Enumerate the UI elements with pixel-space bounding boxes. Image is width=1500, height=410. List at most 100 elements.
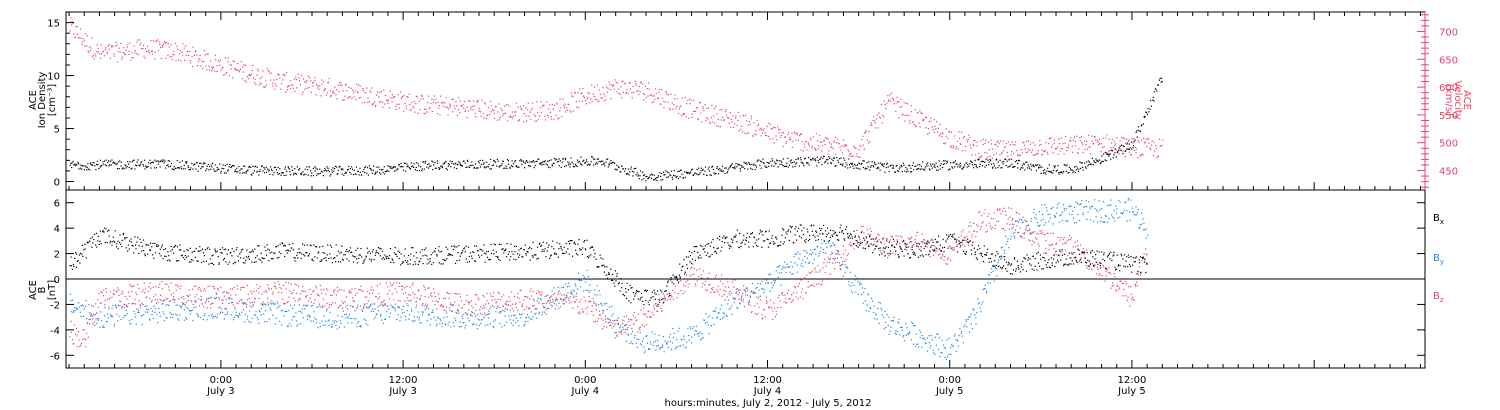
by-point	[449, 307, 451, 309]
by-point	[885, 321, 887, 323]
density-point	[1128, 143, 1130, 145]
velocity-point	[779, 136, 782, 138]
velocity-point	[1002, 140, 1004, 142]
density-point	[117, 161, 119, 163]
density-point	[187, 165, 189, 167]
velocity-point	[125, 49, 127, 51]
velocity-point	[1149, 148, 1152, 150]
velocity-point	[464, 110, 466, 113]
density-point	[765, 166, 767, 168]
by-point	[248, 320, 250, 322]
by-point	[1012, 223, 1014, 225]
by-point	[551, 290, 553, 292]
velocity-point	[748, 121, 750, 123]
density-point	[408, 166, 410, 168]
velocity-point	[1111, 142, 1113, 144]
density-point	[1099, 159, 1101, 161]
by-point	[497, 305, 499, 307]
density-point	[82, 165, 84, 167]
density-point	[187, 166, 189, 169]
by-point	[515, 317, 517, 319]
bz-point	[608, 321, 610, 323]
density-point	[1065, 170, 1067, 172]
bz-point	[390, 284, 392, 286]
by-point	[894, 332, 896, 334]
bz-point	[635, 320, 637, 322]
bz-point	[130, 285, 132, 287]
velocity-point	[556, 102, 558, 105]
by-point	[351, 306, 354, 308]
density-point	[847, 167, 849, 169]
density-point	[155, 160, 157, 162]
velocity-point	[224, 57, 226, 59]
density-point	[1012, 166, 1014, 168]
velocity-point	[315, 94, 317, 96]
density-point	[152, 161, 154, 163]
velocity-point	[887, 95, 889, 97]
by-point	[859, 282, 861, 284]
velocity-point	[197, 60, 199, 62]
density-point	[352, 174, 355, 176]
velocity-point	[357, 92, 359, 94]
velocity-point	[528, 115, 530, 117]
by-point	[955, 339, 957, 341]
velocity-point	[848, 150, 850, 152]
density-point	[528, 164, 530, 167]
by-point	[657, 345, 659, 347]
density-point	[1105, 152, 1107, 154]
velocity-point	[1070, 137, 1072, 139]
density-point	[1159, 77, 1161, 80]
density-point	[278, 172, 281, 175]
bz-point	[393, 282, 395, 284]
velocity-point	[773, 142, 775, 144]
bz-point	[168, 289, 170, 291]
velocity-point	[976, 141, 978, 143]
bz-point	[180, 296, 183, 299]
velocity-point	[203, 60, 205, 62]
density-point	[520, 160, 523, 162]
velocity-point	[192, 46, 194, 48]
by-point	[886, 314, 888, 316]
velocity-point	[303, 78, 305, 80]
density-point	[214, 164, 216, 166]
velocity-point	[387, 102, 389, 104]
density-point	[750, 167, 752, 169]
bz-point	[522, 303, 524, 305]
velocity-point	[715, 125, 718, 127]
velocity-point	[805, 141, 807, 143]
density-point	[837, 161, 840, 163]
density-point	[682, 177, 685, 179]
by-point	[348, 314, 351, 316]
bz-point	[367, 291, 369, 293]
velocity-point	[661, 97, 664, 99]
by-point	[403, 311, 405, 313]
by-point	[804, 261, 807, 263]
density-point	[562, 158, 564, 160]
bz-point	[639, 329, 641, 331]
density-point	[382, 171, 384, 174]
by-point	[670, 348, 673, 351]
velocity-point	[443, 102, 446, 104]
by-point	[313, 311, 315, 313]
density-point	[499, 166, 501, 168]
velocity-point	[1091, 135, 1093, 137]
by-point	[1142, 229, 1145, 231]
density-point	[192, 168, 194, 170]
density-point	[325, 169, 327, 171]
velocity-point	[527, 109, 529, 111]
density-point	[1126, 142, 1128, 144]
velocity-point	[819, 135, 821, 137]
density-point	[704, 166, 707, 168]
velocity-point	[587, 96, 589, 98]
density-point	[1087, 165, 1089, 167]
by-point	[1076, 202, 1079, 204]
by-point	[561, 287, 563, 289]
by-point	[153, 305, 155, 307]
density-point	[271, 170, 273, 172]
velocity-point	[811, 147, 813, 149]
bz-point	[299, 298, 301, 301]
velocity-point	[762, 129, 764, 132]
velocity-point	[356, 83, 358, 85]
bz-point	[596, 320, 598, 322]
velocity-point	[998, 142, 1000, 145]
